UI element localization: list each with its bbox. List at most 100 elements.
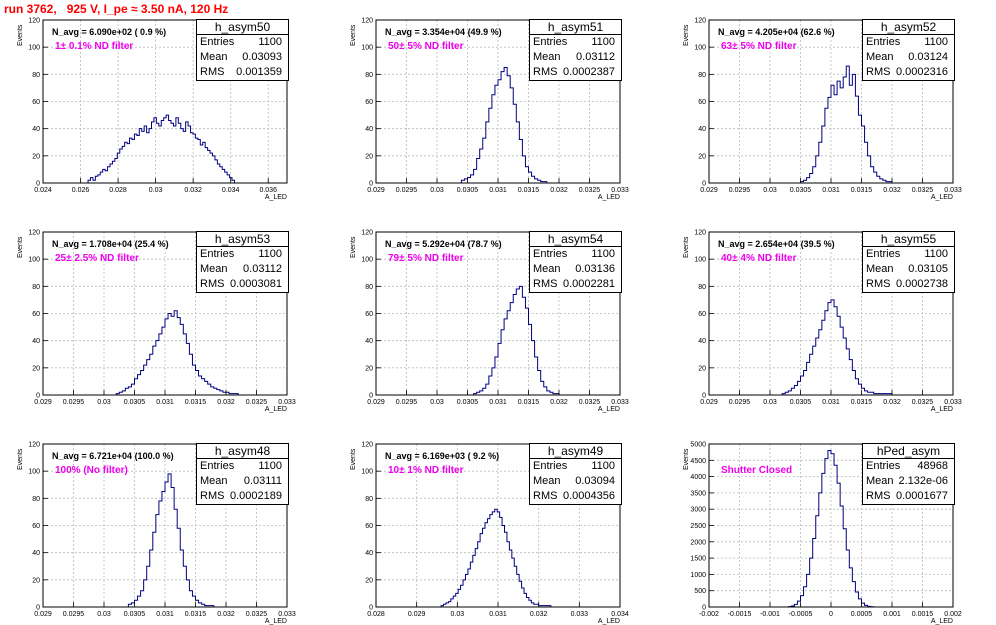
histogram-bin	[819, 493, 822, 607]
x-tick-label: 0.03	[451, 611, 465, 618]
y-tick-label: 5000	[690, 442, 706, 449]
histogram-bin	[475, 549, 477, 607]
histogram-bin	[159, 126, 161, 183]
histogram-bin	[183, 334, 186, 395]
histogram-bin	[183, 566, 186, 607]
histogram-bin	[171, 123, 173, 183]
histogram-bin	[828, 303, 831, 395]
histogram-bin	[186, 343, 189, 395]
x-tick-label: 0.0295	[63, 611, 85, 618]
y-tick-label: 60	[32, 99, 40, 106]
histogram-bin	[122, 146, 124, 183]
x-tick-label: 0.032	[883, 187, 901, 194]
navg-label: N_avg = 3.354e+04 (49.9 %)	[385, 27, 502, 37]
histogram-bin	[519, 581, 521, 607]
x-tick-label: -0.001	[760, 611, 780, 618]
histogram-name: h_asym52	[863, 20, 954, 35]
histogram-bin	[487, 519, 489, 607]
histogram-bin	[192, 596, 195, 607]
x-axis-label: A_LED	[598, 406, 620, 413]
histogram-bin	[501, 72, 504, 183]
histogram-bin	[524, 593, 526, 607]
histogram-bin	[791, 388, 794, 395]
histogram-bin	[538, 371, 541, 395]
histogram-bin	[507, 311, 510, 395]
y-tick-label: 100	[28, 45, 40, 52]
stats-value: 0.0001677	[896, 489, 948, 504]
histogram-bin	[843, 77, 846, 183]
y-tick-label: 80	[698, 284, 706, 291]
histogram-bin	[507, 542, 509, 607]
y-tick-label: 60	[365, 311, 373, 318]
histogram-bin	[513, 294, 516, 395]
histogram-bin	[186, 122, 188, 183]
y-tick-label: 80	[365, 72, 373, 79]
histogram-bin	[843, 529, 846, 607]
histogram-bin	[517, 574, 519, 607]
histogram-bin	[474, 169, 477, 183]
x-tick-label: 0.029	[34, 399, 52, 406]
stats-key: RMS	[533, 277, 557, 292]
histogram-name: hPed_asym	[863, 444, 954, 459]
x-tick-label: -0.0015	[728, 611, 752, 618]
histogram-bin	[464, 179, 467, 183]
histogram-bin	[480, 534, 482, 607]
histogram-bin	[135, 600, 138, 607]
histogram-bin	[198, 140, 200, 183]
histogram-bin	[852, 74, 855, 183]
x-tick-label: 0.0315	[518, 399, 540, 406]
x-tick-label: 0.0305	[457, 187, 479, 194]
y-tick-label: 20	[365, 365, 373, 372]
histogram-bin	[210, 153, 212, 183]
histogram-bin	[858, 115, 861, 183]
histogram-bin	[217, 164, 219, 183]
y-tick-label: 80	[698, 72, 706, 79]
histogram-bin	[177, 528, 180, 607]
histogram-bin	[810, 558, 813, 607]
histogram-name: h_asym48	[197, 444, 288, 459]
stats-key: RMS	[533, 65, 557, 80]
histogram-bin	[874, 172, 877, 183]
y-tick-label: 3000	[690, 507, 706, 514]
filter-label: Shutter Closed	[721, 465, 792, 476]
x-tick-label: 0.031	[489, 399, 507, 406]
x-tick-label: 0.026	[72, 187, 90, 194]
stats-value: 0.0004356	[563, 489, 615, 504]
histogram-bin	[535, 357, 538, 395]
histogram-bin	[147, 566, 150, 607]
x-tick-label: 0.029	[700, 399, 718, 406]
y-tick-label: 20	[365, 577, 373, 584]
stats-key: Entries	[200, 459, 234, 474]
stats-value: 0.0002738	[896, 277, 948, 292]
stats-value: 0.03093	[242, 50, 282, 65]
x-tick-label: 0.0295	[729, 187, 751, 194]
histogram-bin	[505, 532, 507, 607]
x-tick-label: 0.029	[700, 187, 718, 194]
histogram-bin	[150, 354, 153, 395]
histogram-bin	[127, 144, 129, 183]
histogram-bin	[468, 178, 471, 183]
stats-key: Mean	[866, 474, 894, 489]
histogram-bin	[532, 176, 535, 183]
histogram-bin	[122, 391, 125, 395]
x-tick-label: 0.028	[367, 611, 385, 618]
x-tick-label: 0.0325	[246, 399, 268, 406]
histogram-bin	[849, 360, 852, 395]
histogram-bin	[453, 596, 455, 607]
stats-key: Entries	[200, 247, 234, 262]
histogram-bin	[131, 603, 134, 607]
histogram-bin	[227, 175, 229, 183]
stats-key: RMS	[200, 277, 224, 292]
histogram-bin	[495, 85, 498, 183]
x-tick-label: 0.032	[530, 611, 548, 618]
histogram-bin	[95, 176, 97, 183]
y-axis-label: Events	[683, 237, 690, 258]
